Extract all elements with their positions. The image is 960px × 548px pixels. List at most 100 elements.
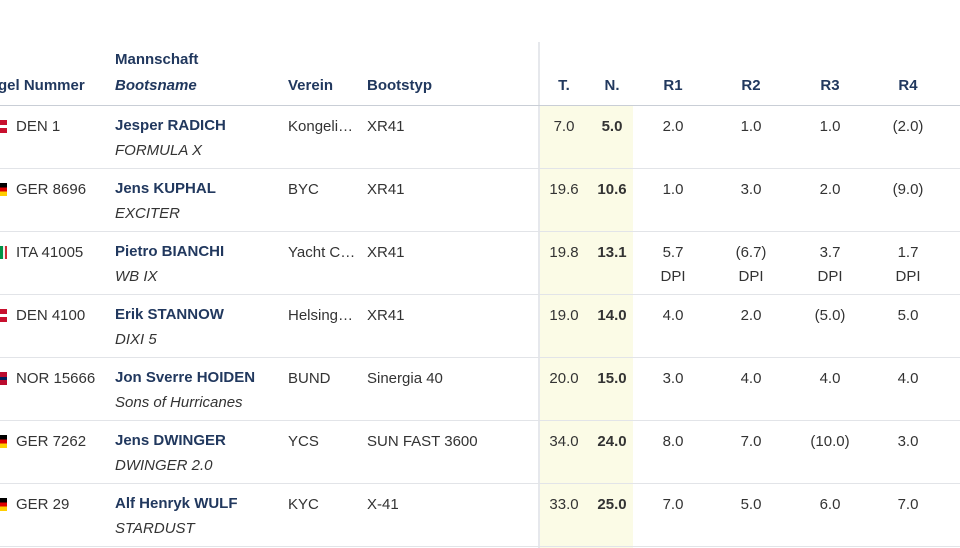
race-4-score: 3.0 [897, 433, 919, 450]
den-flag-icon [0, 309, 7, 322]
header-sail-number[interactable]: gel Nummer [0, 77, 85, 94]
race-1-score: 8.0 [662, 433, 684, 450]
header-r4[interactable]: R4 [898, 77, 918, 94]
header-r1[interactable]: R1 [663, 77, 683, 94]
race-2-score: 7.0 [740, 433, 762, 450]
header-crew[interactable]: Mannschaft [115, 51, 199, 68]
race-4-score: 7.0 [897, 496, 919, 513]
boat-type: XR41 [367, 181, 405, 198]
race-2-score: 1.0 [740, 118, 762, 135]
total-score: 33.0 [549, 496, 579, 513]
column-divider [538, 42, 540, 548]
total-score: 19.8 [549, 244, 579, 261]
race-1-score: 7.0 [662, 496, 684, 513]
net-score: 13.1 [597, 244, 627, 261]
race-3-score: 1.0 [819, 118, 841, 135]
header-r2[interactable]: R2 [741, 77, 761, 94]
club-name: BYC [288, 181, 319, 198]
race-3-score: 3.7 [819, 244, 841, 261]
ger-flag-icon [0, 498, 7, 511]
total-score: 20.0 [549, 370, 579, 387]
net-score: 10.6 [597, 181, 627, 198]
boat-name: DIXI 5 [115, 331, 157, 348]
results-table-header: gel Nummer Mannschaft Bootsname Verein B… [0, 0, 960, 106]
race-3-score: (10.0) [810, 433, 850, 450]
race-4-score: (2.0) [892, 118, 924, 135]
total-score: 19.0 [549, 307, 579, 324]
sail-number: NOR 15666 [16, 370, 96, 387]
sail-number: DEN 4100 [16, 307, 86, 324]
skipper-link[interactable]: Jesper RADICH [115, 117, 226, 134]
boat-type: X-41 [367, 496, 399, 513]
sail-number: DEN 1 [16, 118, 61, 135]
total-score: 7.0 [553, 118, 575, 135]
net-score: 24.0 [597, 433, 627, 450]
skipper-link[interactable]: Jon Sverre HOIDEN [115, 369, 256, 386]
net-score: 15.0 [597, 370, 627, 387]
sail-number: GER 8696 [16, 181, 87, 198]
race-1-score: 4.0 [662, 307, 684, 324]
table-row[interactable]: NOR 15666 Jon Sverre HOIDEN Sons of Hurric… [0, 358, 960, 421]
ger-flag-icon [0, 435, 7, 448]
boat-type: XR41 [367, 244, 405, 261]
ger-flag-icon [0, 183, 7, 196]
total-score: 34.0 [549, 433, 579, 450]
total-score: 19.6 [549, 181, 579, 198]
club-name: KYC [288, 496, 319, 513]
club-name: Yacht C… [288, 244, 356, 261]
race-2-score: 5.0 [740, 496, 762, 513]
header-boat-type[interactable]: Bootstyp [367, 77, 432, 94]
boat-name: EXCITER [115, 205, 181, 222]
table-row[interactable]: DEN 4100 Erik STANNOW DIXI 5 Helsing… XR41 19… [0, 295, 960, 358]
table-row[interactable]: DEN 1 Jesper RADICH FORMULA X Kongeli… XR41 7… [0, 106, 960, 169]
skipper-link[interactable]: Jens DWINGER [115, 432, 226, 449]
header-net[interactable]: N. [604, 77, 620, 94]
net-score: 14.0 [597, 307, 627, 324]
net-score: 5.0 [601, 118, 623, 135]
race-4-score: 1.7 [897, 244, 919, 261]
race-1-score: 1.0 [662, 181, 684, 198]
race-2-score: 4.0 [740, 370, 762, 387]
net-score-column-highlight [540, 106, 633, 548]
race-1-score: 3.0 [662, 370, 684, 387]
header-total[interactable]: T. [558, 77, 570, 94]
results-table-body: DEN 1 Jesper RADICH FORMULA X Kongeli… XR41 7… [0, 106, 960, 547]
table-row[interactable]: GER 8696 Jens KUPHAL EXCITER BYC XR41 19.6 10.… [0, 169, 960, 232]
sail-number: GER 7262 [16, 433, 87, 450]
race-4-score: 4.0 [897, 370, 919, 387]
race-3-score: 2.0 [819, 181, 841, 198]
skipper-link[interactable]: Alf Henryk WULF [115, 495, 238, 512]
penalty-code: DPI [895, 268, 921, 285]
race-2-score: 3.0 [740, 181, 762, 198]
boat-type: SUN FAST 3600 [367, 433, 478, 450]
ita-flag-icon [0, 246, 7, 259]
table-row[interactable]: ITA 41005 Pietro BIANCHI WB IX Yacht C… XR41… [0, 232, 960, 295]
penalty-code: DPI [817, 268, 843, 285]
race-1-score: 2.0 [662, 118, 684, 135]
penalty-code: DPI [660, 268, 686, 285]
header-club[interactable]: Verein [288, 77, 334, 94]
nor-flag-icon [0, 372, 7, 385]
club-name: BUND [288, 370, 331, 387]
penalty-code: DPI [738, 268, 764, 285]
table-row[interactable]: GER 7262 Jens DWINGER DWINGER 2.0 YCS SUN FA… [0, 421, 960, 484]
skipper-link[interactable]: Pietro BIANCHI [115, 243, 225, 260]
den-flag-icon [0, 120, 7, 133]
race-2-score: (6.7) [735, 244, 767, 261]
race-3-score: (5.0) [814, 307, 846, 324]
race-4-score: (9.0) [892, 181, 924, 198]
header-r3[interactable]: R3 [820, 77, 840, 94]
boat-type: XR41 [367, 307, 405, 324]
table-row[interactable]: GER 29 Alf Henryk WULF STARDUST KYC X-41 33.0… [0, 484, 960, 547]
skipper-link[interactable]: Jens KUPHAL [115, 180, 216, 197]
boat-name: WB IX [115, 268, 158, 285]
boat-type: XR41 [367, 118, 405, 135]
boat-name: Sons of Hurricanes [115, 394, 243, 411]
race-3-score: 6.0 [819, 496, 841, 513]
race-3-score: 4.0 [819, 370, 841, 387]
race-4-score: 5.0 [897, 307, 919, 324]
skipper-link[interactable]: Erik STANNOW [115, 306, 224, 323]
boat-name: FORMULA X [115, 142, 202, 159]
boat-type: Sinergia 40 [367, 370, 443, 387]
header-boat-name[interactable]: Bootsname [115, 77, 197, 94]
